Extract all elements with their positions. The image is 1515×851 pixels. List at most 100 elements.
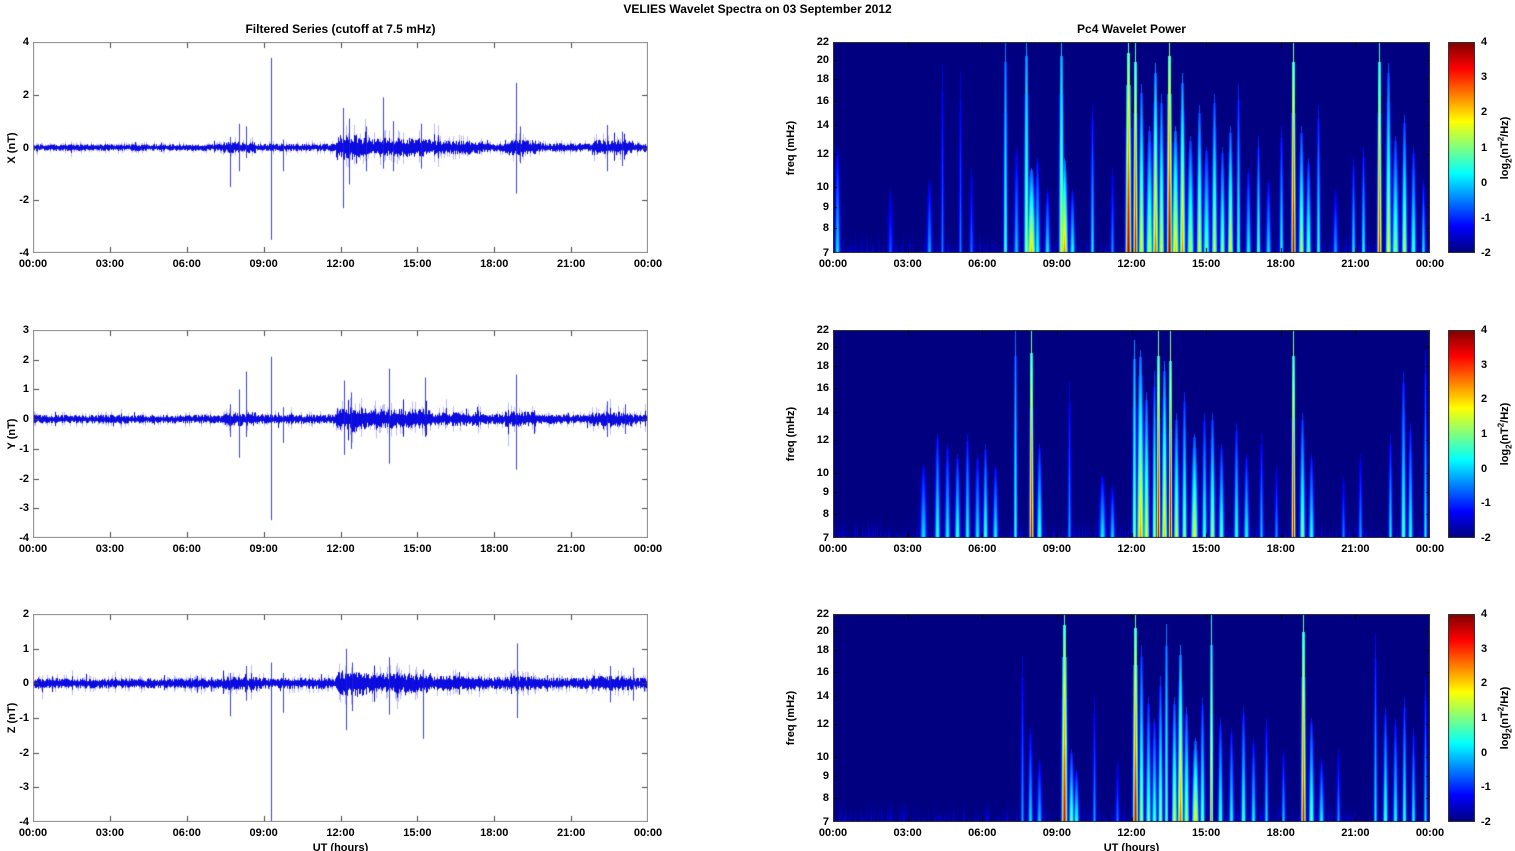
x-tick-label: 18:00 [480,543,509,555]
freq-tick-label: 7 [822,247,829,259]
colorbar-tick-label: -1 [1481,781,1491,794]
freq-tick-label: 14 [816,406,829,419]
freq-tick-label: 7 [822,816,829,828]
colorbar-tick-label: 0 [1481,176,1488,189]
y-tick-label: 2 [22,353,29,366]
colorbar-tick-label: 4 [1481,608,1488,620]
x-tick-label: 03:00 [893,827,922,839]
x-tick-label: 06:00 [968,827,997,839]
x-tick-label: 03:00 [95,827,124,839]
x-tick-label: 03:00 [95,258,124,270]
x-tick-label: 00:00 [633,258,663,270]
freq-tick-label: 20 [816,341,829,354]
freq-tick-label: 9 [822,486,829,499]
y-tick-label: -2 [19,472,29,485]
freq-tick-label: 10 [816,467,829,480]
figure-title: VELIES Wavelet Spectra on 03 September 2… [623,2,892,16]
colorbar-tick-label: 4 [1481,36,1488,48]
x-tick-label: 06:00 [172,543,201,555]
x-tick-label: 09:00 [249,543,278,555]
colorbar-tick-label: 1 [1481,712,1488,724]
x-tick-label: 12:00 [326,827,355,839]
freq-tick-label: 20 [816,625,829,638]
freq-tick-label: 16 [816,94,829,107]
y-tick-label: -2 [19,194,29,207]
x-tick-label: 21:00 [1341,258,1370,270]
y-tick-label: -3 [19,502,29,515]
x-tick-label: 21:00 [557,543,586,555]
colorbar-tick-label: -2 [1481,532,1491,544]
freq-tick-label: 16 [816,665,829,678]
y-tick-label: -3 [19,781,29,794]
x-tick-label: 06:00 [968,258,997,270]
freq-tick-label: 22 [816,608,829,620]
colorbar-canvas [1448,42,1475,253]
x-tick-label: 06:00 [172,258,201,270]
freq-tick-label: 7 [822,532,829,544]
freq-tick-label: 8 [822,222,829,235]
x-tick-label: 00:00 [633,543,663,555]
freq-tick-label: 9 [822,770,829,783]
freq-tick-label: 9 [822,200,829,213]
colorbar-label: log2(nT2/Hz) [1496,686,1514,750]
x-tick-label: 00:00 [818,258,848,270]
freq-tick-label: 18 [816,644,829,657]
x-tick-label: 00:00 [633,827,663,839]
colorbar-tick-label: -2 [1481,247,1491,259]
colorbar-canvas [1448,330,1475,538]
y-tick-label: 1 [22,642,29,655]
freq-tick-label: 12 [816,147,829,160]
colorbar-canvas [1448,614,1475,822]
y-tick-label: -4 [19,532,29,544]
y-tick-label: 2 [22,608,29,620]
colorbar-tick-label: 3 [1481,71,1488,84]
freq-axis-label: freq (mHz) [785,120,797,175]
x-tick-label: 21:00 [1341,543,1370,555]
y-tick-label: 0 [22,141,29,154]
y-tick-label: -1 [19,442,29,455]
colorbar-tick-label: -2 [1481,816,1491,828]
freq-tick-label: 18 [816,72,829,85]
x-axis-label-right: UT (hours) [1103,842,1160,851]
x-tick-label: 09:00 [249,827,278,839]
x-tick-label: 15:00 [403,827,432,839]
freq-tick-label: 22 [816,36,829,48]
x-tick-label: 00:00 [818,827,848,839]
y-tick-label: -4 [19,816,29,828]
x-tick-label: 12:00 [326,258,355,270]
colorbar-label: log2(nT2/Hz) [1496,116,1514,179]
freq-tick-label: 8 [822,791,829,804]
x-tick-label: 00:00 [18,827,48,839]
freq-tick-label: 10 [816,751,829,764]
y-tick-label: 0 [22,677,29,690]
x-tick-label: 06:00 [968,543,997,555]
freq-axis-label: freq (mHz) [785,690,797,746]
colorbar-tick-label: 1 [1481,141,1488,154]
x-tick-label: 15:00 [1192,258,1221,270]
x-axis-label-left: UT (hours) [312,842,369,851]
heatmap-canvas [833,614,1430,822]
y-tick-label: 2 [22,88,29,101]
y-tick-label: -4 [19,247,29,259]
x-tick-label: 21:00 [557,258,586,270]
y-tick-label: -1 [19,712,29,724]
y-tick-label: 1 [22,383,29,396]
x-tick-label: 00:00 [1415,258,1445,270]
x-tick-label: 09:00 [1042,827,1071,839]
freq-tick-label: 12 [816,718,829,731]
y-axis-label: Y (nT) [6,418,18,450]
x-tick-label: 03:00 [893,258,922,270]
freq-tick-label: 12 [816,434,829,447]
x-tick-label: 03:00 [893,543,922,555]
x-tick-label: 00:00 [1415,543,1445,555]
x-tick-label: 18:00 [480,258,509,270]
x-tick-label: 18:00 [1266,827,1295,839]
y-tick-label: -2 [19,746,29,759]
x-tick-label: 18:00 [1266,258,1295,270]
left-column-title: Filtered Series (cutoff at 7.5 mHz) [245,22,436,36]
x-tick-label: 12:00 [1117,827,1146,839]
freq-tick-label: 18 [816,360,829,373]
x-tick-label: 21:00 [557,827,586,839]
colorbar-tick-label: 0 [1481,746,1488,759]
